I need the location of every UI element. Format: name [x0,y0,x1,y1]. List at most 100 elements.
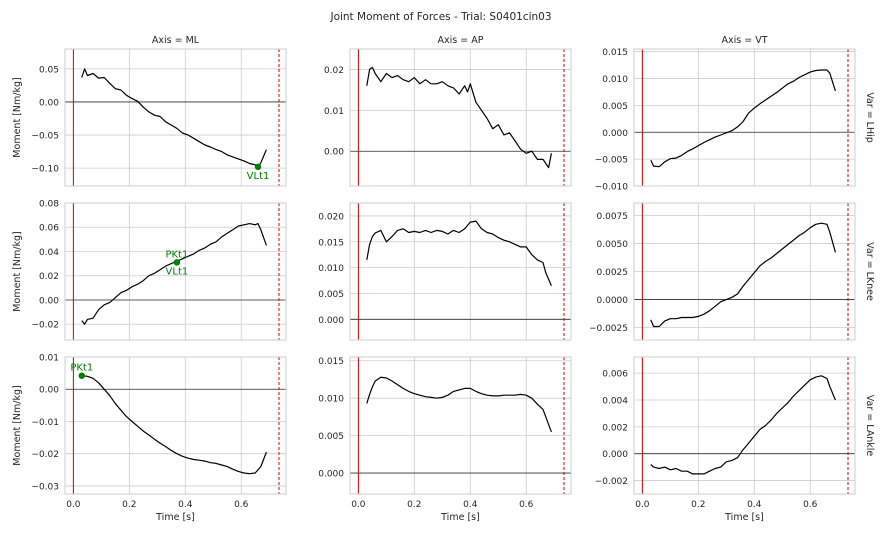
subplot-r0-c1: 0.02 0.01 0.00 Axis = AP [324,35,572,187]
y-tick-label: 0.005 [602,102,628,112]
event-marker-point [254,163,262,171]
y-tick-label: 0.015 [318,357,344,367]
event-marker-label: PKt1 [70,363,93,374]
row-title: Var = LHip [864,92,875,143]
plot-frame [64,356,287,495]
plot-frame [349,202,572,341]
y-tick-label: −0.010 [595,183,629,193]
y-tick-label: 0.010 [602,75,628,85]
y-tick-label: −0.02 [31,450,59,460]
x-tick-label: 0.4 [178,500,193,510]
y-axis-label: Moment [Nm/kg] [12,385,23,465]
moment-curve-line [81,68,267,168]
y-axis-label: Moment [Nm/kg] [12,77,23,157]
x-tick-label: 0.0 [66,500,81,510]
y-tick-label: 0.010 [318,264,344,274]
y-tick-label: 0.000 [602,129,628,139]
x-axis-label: Time [s] [724,512,764,523]
y-tick-label: 0.010 [318,395,344,405]
y-tick-label: 0.06 [39,224,59,234]
event-marker-label: VLt1 [166,266,189,277]
plot-frame [633,202,856,341]
column-title: Axis = AP [438,35,484,46]
x-tick-label: 0.6 [234,500,249,510]
x-tick-label: 0.2 [407,500,421,510]
y-tick-label: 0.015 [318,238,344,248]
y-tick-label: 0.0000 [597,296,629,306]
column-title: Axis = ML [152,35,200,46]
y-tick-label: −0.03 [31,482,59,492]
moment-curve-line [650,375,836,475]
event-marker-label: VLt1 [247,171,270,182]
y-tick-label: 0.006 [602,370,628,380]
y-tick-label: 0.0050 [597,240,629,250]
y-tick-label: −0.02 [31,321,59,331]
subplot-r0-c2: 0.015 0.010 0.005 0.000 −0.005 −0.010 Axis = V… [595,35,875,193]
x-axis-label: Time [s] [155,512,195,523]
y-tick-label: 0.000 [318,470,344,480]
x-tick-label: 0.4 [463,500,478,510]
y-tick-label: 0.04 [39,248,59,258]
x-tick-label: 0.6 [519,500,534,510]
plot-frame [64,48,287,187]
row-title: Var = LAnkle [864,395,875,457]
y-tick-label: 0.004 [602,396,628,406]
y-axis-label: Moment [Nm/kg] [12,231,23,311]
y-tick-label: −0.002 [595,477,628,487]
subplot-r1-c1: 0.020 0.015 0.010 0.005 0.000 [318,202,572,341]
event-marker-point [78,372,85,379]
y-tick-label: 0.005 [318,432,344,442]
y-tick-label: 0.000 [318,316,344,326]
plot-frame [349,48,572,187]
y-tick-label: 0.015 [602,48,628,58]
x-tick-label: 0.2 [691,500,705,510]
y-tick-label: −0.005 [595,156,628,166]
event-marker-point [173,259,181,266]
subplot-grid: VLt1 0.05 0.00 −0.05 −0.10 Axis = ML Moment [N… [12,35,875,523]
plot-frame [633,48,856,187]
y-tick-label: 0.08 [39,200,59,210]
column-title: Axis = VT [721,35,767,46]
y-tick-label: 0.00 [324,148,344,158]
plot-frame [349,356,572,495]
y-tick-label: 0.02 [39,272,59,282]
moment-curve-line [81,375,267,475]
y-tick-label: 0.05 [39,65,59,75]
y-tick-label: −0.10 [31,165,59,175]
plot-frame [633,356,856,495]
y-tick-label: 0.00 [39,386,59,396]
subplot-r1-c0: PKt1 VLt1 0.08 0.06 0.04 0.02 0.00 −0.02 Moment … [12,200,287,341]
x-axis-label: Time [s] [440,512,480,523]
event-marker-label: PKt1 [165,249,188,260]
plot-frame [64,202,287,341]
x-tick-label: 0.4 [747,500,762,510]
y-tick-label: 0.000 [602,450,628,460]
subplot-r1-c2: 0.0075 0.0050 0.0025 0.0000 −0.0025 Var = LKn… [589,202,875,341]
y-tick-label: 0.02 [324,66,344,76]
y-tick-label: 0.01 [324,107,344,117]
y-tick-label: −0.0025 [589,324,628,334]
x-tick-label: 0.0 [635,500,650,510]
y-tick-label: −0.05 [31,132,59,142]
moment-curve-line [366,376,552,433]
moment-curve-line [650,69,836,168]
x-tick-label: 0.2 [122,500,136,510]
subplot-r2-c2: 0.006 0.004 0.002 0.000 −0.002 0.0 0.2 0.4 0.6 Ti… [595,356,875,523]
y-tick-label: 0.01 [39,354,59,364]
moment-curve-line [366,220,552,286]
y-tick-label: 0.002 [602,423,628,433]
y-tick-label: 0.0075 [597,212,629,222]
y-tick-label: 0.00 [39,98,59,108]
y-tick-label: 0.020 [318,212,344,222]
x-tick-label: 0.6 [803,500,818,510]
moment-curve-line [650,222,836,328]
y-tick-label: 0.00 [39,296,59,306]
subplot-r0-c0: VLt1 0.05 0.00 −0.05 −0.10 Axis = ML Moment [N… [12,35,287,187]
y-tick-label: 0.0025 [597,268,629,278]
moment-curve-line [366,66,552,169]
subplot-r2-c0: PKt1 0.01 0.00 −0.01 −0.02 −0.03 0.0 0.2 0.4 0.6 T… [12,354,287,523]
row-title: Var = LKnee [864,242,875,301]
subplot-r2-c1: 0.015 0.010 0.005 0.000 0.0 0.2 0.4 0.6 Time [s] [318,356,572,523]
x-tick-label: 0.0 [351,500,366,510]
